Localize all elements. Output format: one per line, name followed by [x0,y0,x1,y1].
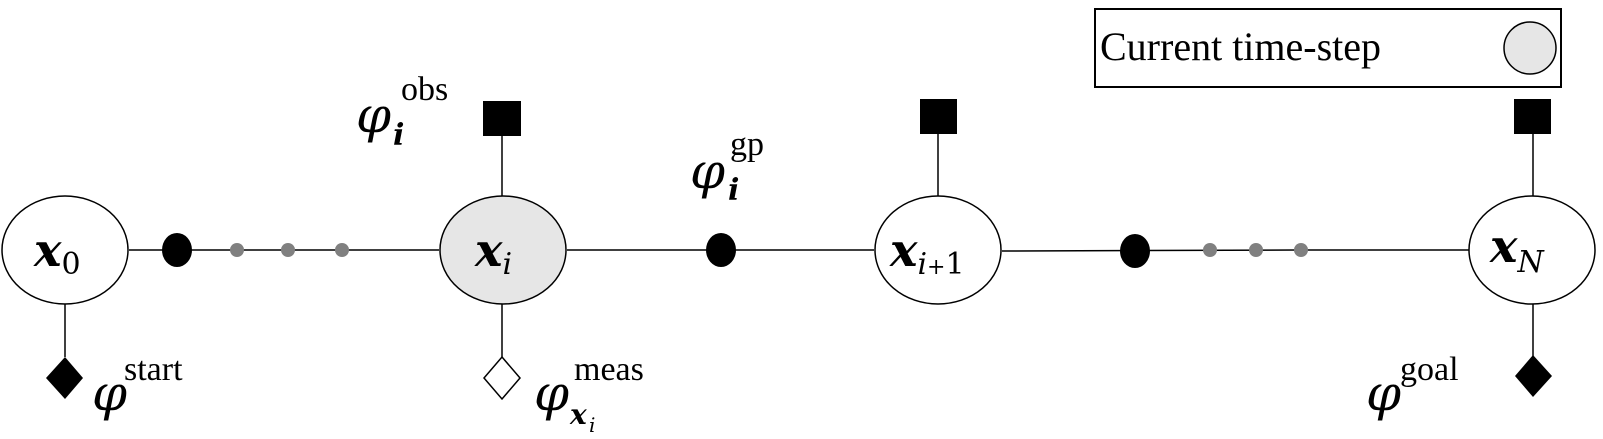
node-x0-circle [1,195,129,305]
phi-meas-symbol: φ [534,364,569,422]
node-xi1-circle [874,195,1002,305]
ellipsis-dot [1249,243,1263,257]
phi-goal-sup: goal [1400,351,1459,388]
legend-label: Current time-step [1100,24,1381,69]
ellipsis-dot [1203,243,1217,257]
phi-gp-symbol: φ [690,142,725,200]
ellipsis-left [230,243,349,257]
phi-meas-sub-x: x [569,398,587,431]
label-phi-start: φ start [92,351,183,422]
phi-gp-sub: i [728,173,739,208]
phi-gp-sup: gp [730,126,764,163]
phi-start-sup: start [124,351,183,388]
node-x0: x0 [1,195,129,305]
label-phi-gp: φ i gp [690,126,764,208]
node-xi-label: xi [474,223,512,282]
phi-obs-sup: obs [401,71,448,108]
ellipsis-dot [281,243,295,257]
ellipsis-right [1203,243,1308,257]
node-xi-current: xi [439,195,567,305]
ellipsis-dot [335,243,349,257]
node-x0-label: x0 [33,223,81,282]
factor-obs-xi [483,101,521,136]
phi-meas-sub-i: i [589,413,595,437]
phi-obs-sub: i [393,118,404,153]
label-phi-meas: φ x i meas [534,351,644,437]
ellipsis-dot [230,243,244,257]
factor-goal-diamond [1515,355,1552,397]
legend-box [1094,8,1562,88]
edge-xi1-to-dots [1001,249,1299,252]
phi-obs-symbol: φ [356,86,391,144]
legend: Current time-step [1094,8,1562,88]
legend-current-node-icon [1503,21,1557,75]
node-xi1: xi+1 [874,195,1002,305]
factor-dot-right [1120,234,1150,268]
node-xi1-label: xi+1 [889,223,965,282]
label-phi-obs: φ i obs [356,71,448,153]
label-phi-goal: φ goal [1366,351,1459,422]
phi-start-symbol: φ [92,364,127,422]
factor-start-diamond [46,357,83,399]
factor-meas-diamond [483,355,521,401]
factor-dot-gp [706,233,736,267]
ellipsis-dot [1294,243,1308,257]
phi-meas-sup: meas [574,351,644,388]
factor-obs-xN [1514,99,1551,134]
node-xN-circle [1468,195,1596,305]
node-xN: xN [1468,195,1596,305]
phi-goal-symbol: φ [1366,364,1401,422]
node-xN-label: xN [1489,219,1545,280]
factor-obs-xi1 [920,99,957,134]
node-xi-circle [439,195,567,305]
factor-dot-left [162,233,192,267]
